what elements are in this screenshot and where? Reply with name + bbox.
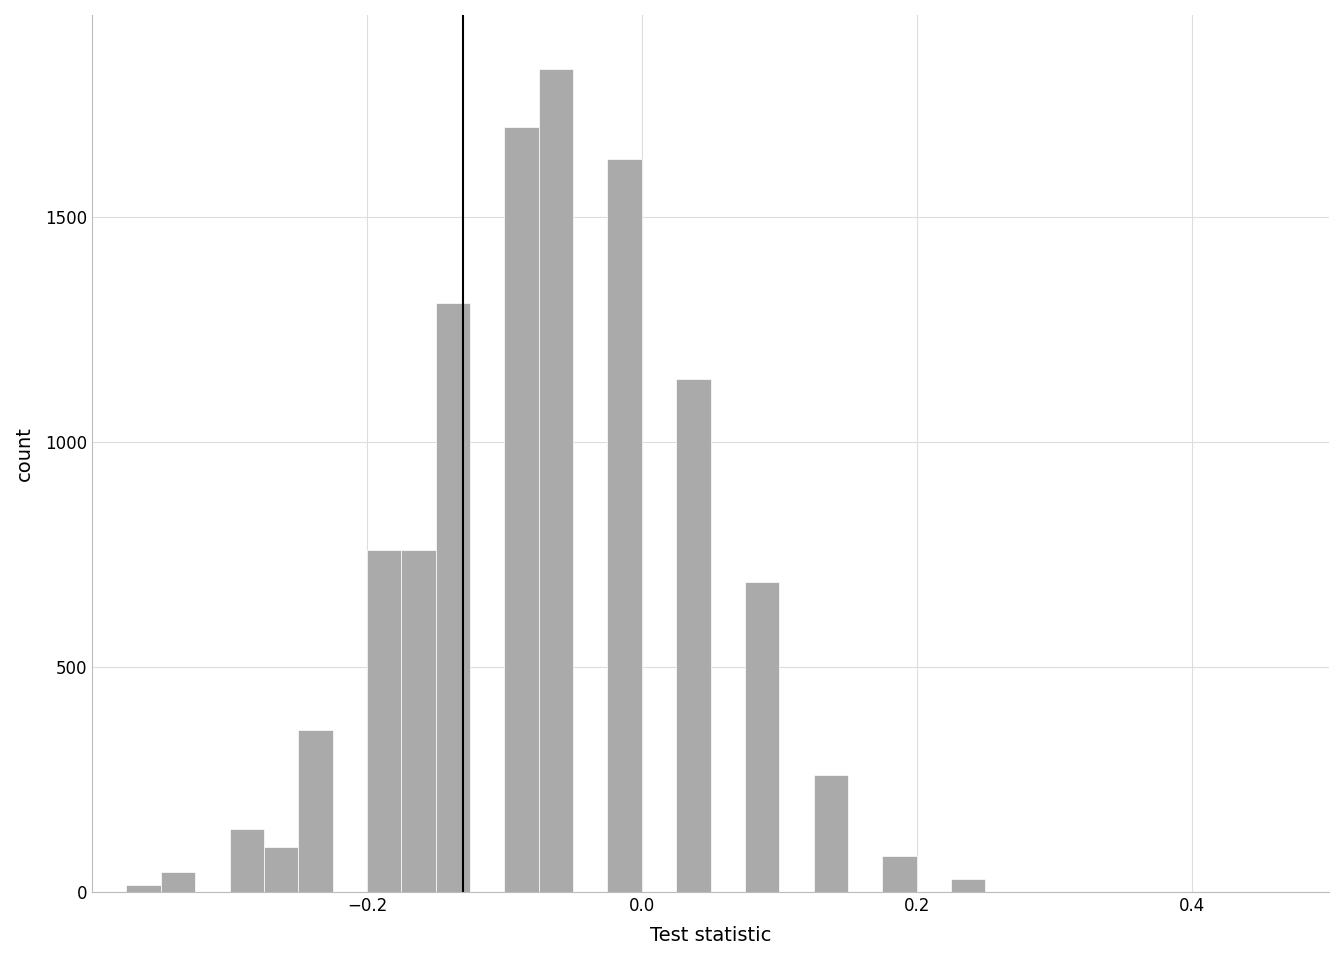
Bar [263,847,298,892]
Bar [435,302,470,892]
Bar [402,550,435,892]
Bar [161,872,195,892]
Y-axis label: count: count [15,426,34,481]
Bar [813,775,848,892]
Bar [504,128,539,892]
Bar [367,550,402,892]
Bar [298,731,332,892]
Bar [745,582,780,892]
Bar [952,878,985,892]
Bar [539,69,573,892]
Bar [126,885,161,892]
Bar [676,379,711,892]
Bar [607,159,642,892]
Bar [883,856,917,892]
Bar [230,829,263,892]
X-axis label: Test statistic: Test statistic [650,926,771,945]
